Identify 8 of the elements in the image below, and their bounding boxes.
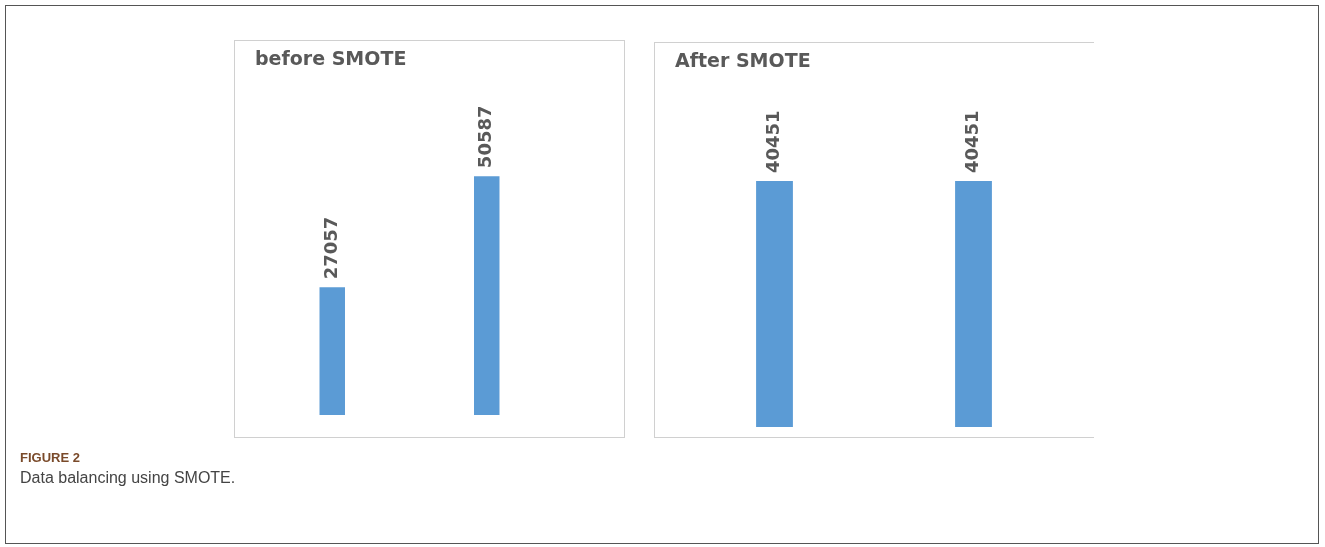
chart-title: After SMOTE [675, 49, 811, 72]
data-label: 40451 [762, 110, 784, 174]
data-label: 27057 [319, 216, 341, 280]
text: Data balancing using SMOTE. [20, 469, 236, 487]
data-label: 50587 [474, 105, 496, 169]
chart-title: before SMOTE [255, 47, 407, 70]
data-label: 40451 [961, 110, 983, 174]
caption: FIGURE 2 [20, 450, 80, 465]
